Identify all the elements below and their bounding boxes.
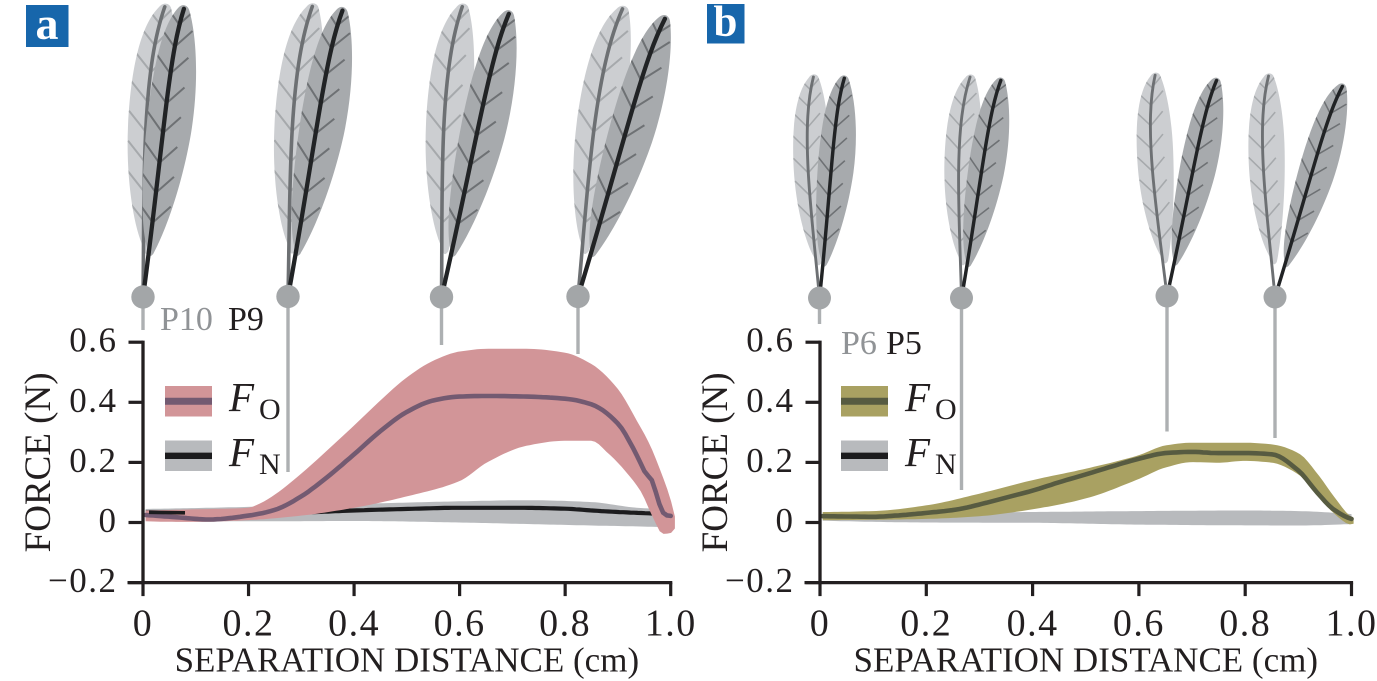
svg-text:FORCE (N): FORCE (N) — [18, 372, 59, 552]
svg-text:0.6: 0.6 — [1113, 603, 1165, 645]
svg-text:P10: P10 — [160, 301, 213, 338]
svg-text:0.2: 0.2 — [746, 441, 794, 480]
svg-text:0.2: 0.2 — [223, 603, 275, 645]
svg-text:0: 0 — [776, 501, 795, 540]
svg-text:0.8: 0.8 — [539, 603, 591, 645]
svg-text:0.8: 0.8 — [1219, 603, 1271, 645]
svg-text:−0.2: −0.2 — [48, 561, 118, 600]
svg-text:0.2: 0.2 — [900, 603, 952, 645]
svg-text:−0.2: −0.2 — [725, 561, 795, 600]
svg-text:SEPARATION DISTANCE (cm): SEPARATION DISTANCE (cm) — [853, 641, 1318, 680]
svg-text:P9: P9 — [228, 301, 264, 338]
svg-text:P5: P5 — [886, 325, 922, 362]
svg-text:0.4: 0.4 — [328, 603, 380, 645]
svg-text:0.4: 0.4 — [69, 381, 117, 420]
svg-text:b: b — [714, 0, 738, 46]
svg-text:1.0: 1.0 — [645, 603, 697, 645]
svg-text:0: 0 — [99, 501, 118, 540]
svg-text:0.4: 0.4 — [1007, 603, 1059, 645]
svg-text:0: 0 — [810, 603, 831, 645]
svg-text:1.0: 1.0 — [1326, 603, 1377, 645]
svg-text:0.4: 0.4 — [746, 381, 794, 420]
svg-text:a: a — [36, 0, 59, 49]
svg-text:FORCE (N): FORCE (N) — [695, 372, 736, 552]
svg-text:0.2: 0.2 — [69, 441, 117, 480]
svg-text:0: 0 — [133, 603, 154, 645]
svg-text:P6: P6 — [841, 325, 877, 362]
svg-text:0.6: 0.6 — [746, 321, 794, 360]
svg-text:0.6: 0.6 — [434, 603, 486, 645]
svg-text:0.6: 0.6 — [69, 321, 117, 360]
svg-text:SEPARATION DISTANCE (cm): SEPARATION DISTANCE (cm) — [175, 641, 640, 680]
